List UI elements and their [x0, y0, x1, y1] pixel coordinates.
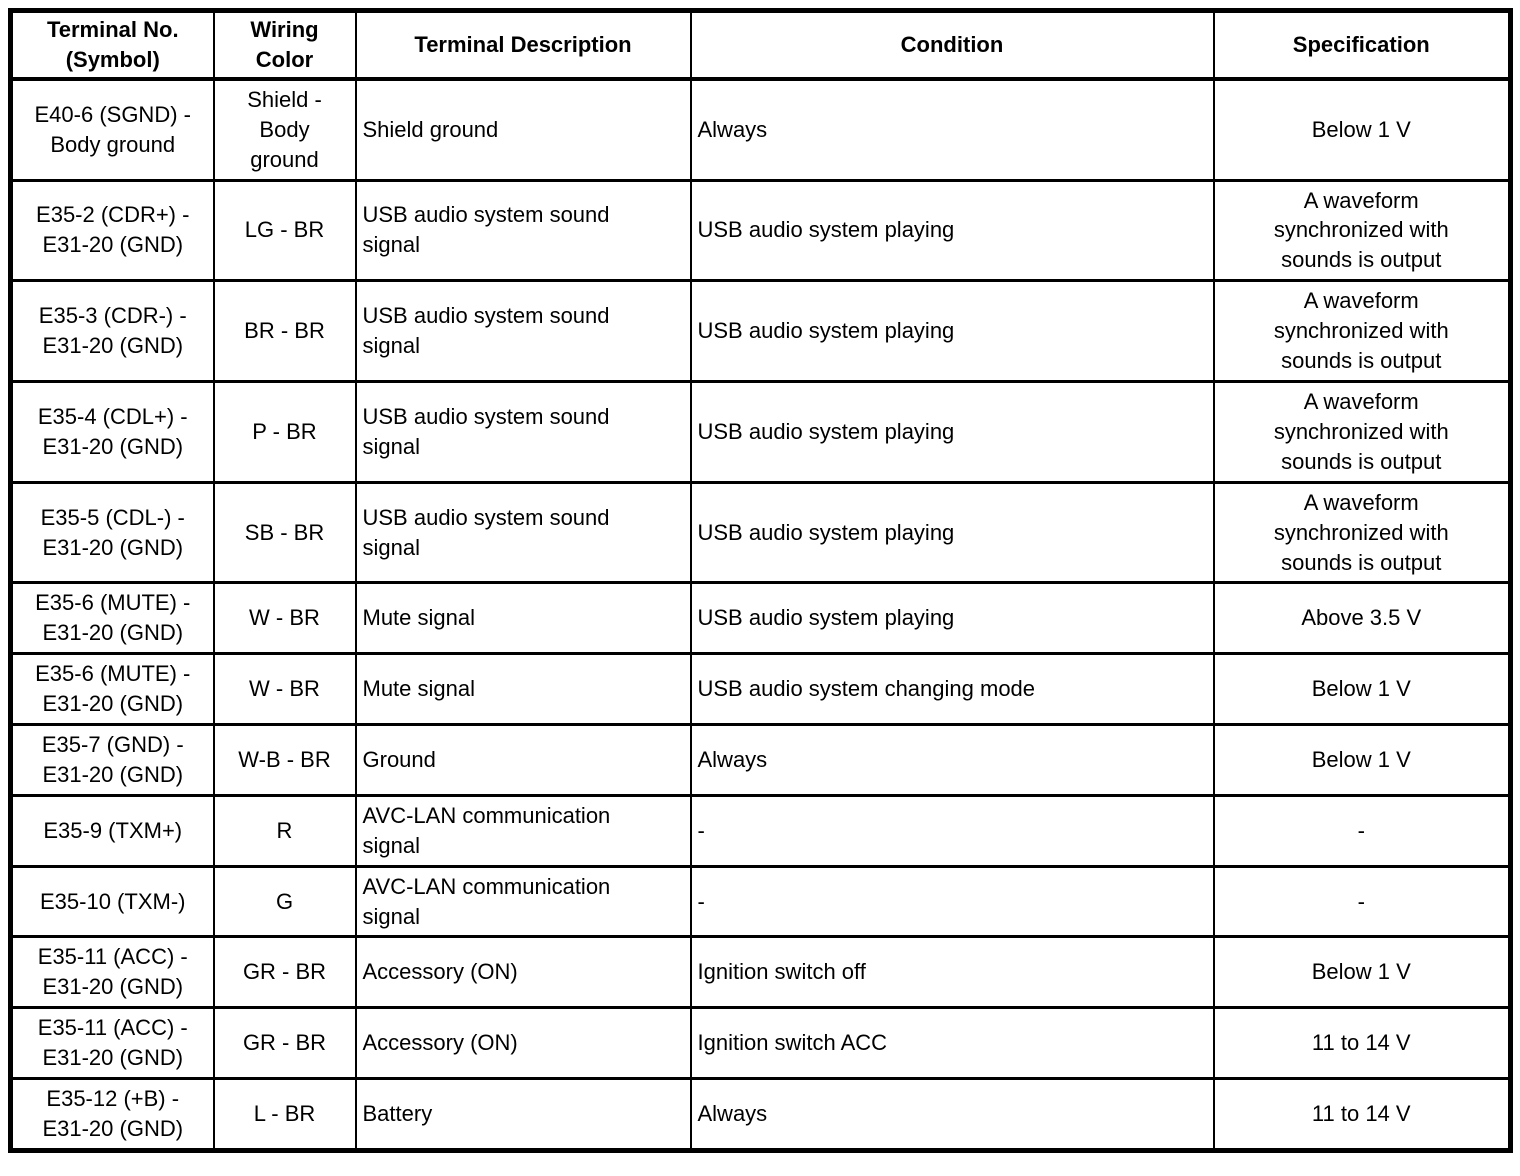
table-row: E35-11 (ACC) - E31-20 (GND) GR - BR Access…: [9, 935, 1512, 1010]
table-row: E35-4 (CDL+) - E31-20 (GND) P - BR USB aud…: [9, 379, 1512, 484]
wiring-color-cell: GR - BR: [212, 1006, 357, 1081]
specification-cell: Above 3.5 V: [1212, 581, 1512, 656]
specification-cell: Below 1 V: [1212, 935, 1512, 1010]
terminal-description-cell: AVC-LAN communication signal: [354, 793, 692, 868]
table-row: E35-11 (ACC) - E31-20 (GND) GR - BR Access…: [9, 1006, 1512, 1081]
wiring-color-cell: L - BR: [212, 1077, 357, 1152]
condition-cell: Always: [689, 1077, 1215, 1152]
condition-cell: USB audio system playing: [689, 480, 1215, 585]
terminal-no-cell: E35-2 (CDR+) - E31-20 (GND): [9, 178, 215, 283]
table-row: E35-7 (GND) - E31-20 (GND) W-B - BR Ground…: [9, 723, 1512, 797]
terminal-no-cell: E35-6 (MUTE) - E31-20 (GND): [9, 652, 215, 727]
terminal-no-cell: E35-12 (+B) - E31-20 (GND): [9, 1077, 215, 1152]
table-header: Terminal No. (Symbol) Wiring Color Termi…: [9, 8, 1512, 81]
terminal-description-cell: Mute signal: [354, 581, 692, 656]
condition-cell: USB audio system playing: [689, 581, 1215, 656]
table-row: E35-6 (MUTE) - E31-20 (GND) W - BR Mute si…: [9, 652, 1512, 727]
table-row: E35-5 (CDL-) - E31-20 (GND) SB - BR USB au…: [9, 480, 1512, 585]
terminal-description-cell: Mute signal: [354, 652, 692, 727]
terminal-description-cell: Battery: [354, 1077, 692, 1152]
condition-cell: USB audio system playing: [689, 279, 1215, 383]
specification-cell: 11 to 14 V: [1212, 1077, 1512, 1152]
specification-cell: Below 1 V: [1212, 77, 1512, 182]
table-row: E35-10 (TXM-) G AVC-LAN communication sign…: [9, 864, 1512, 939]
header-wiring-color: Wiring Color: [212, 8, 357, 81]
specification-cell: -: [1212, 864, 1512, 939]
terminal-description-cell: USB audio system sound signal: [354, 178, 692, 283]
wiring-color-cell: P - BR: [212, 379, 357, 484]
terminal-no-cell: E40-6 (SGND) - Body ground: [9, 77, 215, 182]
wiring-color-cell: R: [212, 793, 357, 868]
header-condition: Condition: [689, 8, 1215, 81]
condition-cell: Ignition switch off: [689, 935, 1215, 1010]
specification-cell: 11 to 14 V: [1212, 1006, 1512, 1081]
terminal-no-cell: E35-7 (GND) - E31-20 (GND): [9, 723, 215, 797]
table-row: E40-6 (SGND) - Body ground Shield - Body …: [9, 77, 1512, 182]
terminal-no-cell: E35-3 (CDR-) - E31-20 (GND): [9, 279, 215, 383]
terminal-spec-table: Terminal No. (Symbol) Wiring Color Termi…: [8, 8, 1513, 1153]
specification-cell: Below 1 V: [1212, 723, 1512, 797]
condition-cell: USB audio system playing: [689, 178, 1215, 283]
header-terminal-no: Terminal No. (Symbol): [9, 8, 215, 81]
wiring-color-cell: W-B - BR: [212, 723, 357, 797]
wiring-color-cell: Shield - Body ground: [212, 77, 357, 182]
terminal-no-cell: E35-10 (TXM-): [9, 864, 215, 939]
table-row: E35-3 (CDR-) - E31-20 (GND) BR - BR USB au…: [9, 279, 1512, 383]
condition-cell: -: [689, 864, 1215, 939]
terminal-no-cell: E35-6 (MUTE) - E31-20 (GND): [9, 581, 215, 656]
condition-cell: Always: [689, 77, 1215, 182]
terminal-no-cell: E35-5 (CDL-) - E31-20 (GND): [9, 480, 215, 585]
table-row: E35-2 (CDR+) - E31-20 (GND) LG - BR USB au…: [9, 178, 1512, 283]
specification-cell: -: [1212, 793, 1512, 868]
condition-cell: Ignition switch ACC: [689, 1006, 1215, 1081]
condition-cell: USB audio system changing mode: [689, 652, 1215, 727]
wiring-color-cell: W - BR: [212, 581, 357, 656]
table-row: E35-9 (TXM+) R AVC-LAN communication signa…: [9, 793, 1512, 868]
condition-cell: Always: [689, 723, 1215, 797]
terminal-no-cell: E35-11 (ACC) - E31-20 (GND): [9, 935, 215, 1010]
specification-cell: A waveform synchronized with sounds is o…: [1212, 480, 1512, 585]
specification-cell: A waveform synchronized with sounds is o…: [1212, 279, 1512, 383]
table-body: E40-6 (SGND) - Body ground Shield - Body …: [9, 77, 1512, 1152]
specification-cell: A waveform synchronized with sounds is o…: [1212, 178, 1512, 283]
specification-cell: Below 1 V: [1212, 652, 1512, 727]
terminal-no-cell: E35-9 (TXM+): [9, 793, 215, 868]
terminal-description-cell: Ground: [354, 723, 692, 797]
wiring-color-cell: BR - BR: [212, 279, 357, 383]
wiring-color-cell: SB - BR: [212, 480, 357, 585]
terminal-description-cell: Shield ground: [354, 77, 692, 182]
wiring-color-cell: GR - BR: [212, 935, 357, 1010]
terminal-description-cell: Accessory (ON): [354, 1006, 692, 1081]
wiring-color-cell: LG - BR: [212, 178, 357, 283]
header-specification: Specification: [1212, 8, 1512, 81]
condition-cell: USB audio system playing: [689, 379, 1215, 484]
terminal-description-cell: USB audio system sound signal: [354, 379, 692, 484]
header-row: Terminal No. (Symbol) Wiring Color Termi…: [9, 8, 1512, 81]
table-row: E35-12 (+B) - E31-20 (GND) L - BR Battery A…: [9, 1077, 1512, 1152]
wiring-color-cell: G: [212, 864, 357, 939]
terminal-description-cell: AVC-LAN communication signal: [354, 864, 692, 939]
condition-cell: -: [689, 793, 1215, 868]
table-row: E35-6 (MUTE) - E31-20 (GND) W - BR Mute si…: [9, 581, 1512, 656]
terminal-description-cell: USB audio system sound signal: [354, 279, 692, 383]
header-terminal-description: Terminal Description: [354, 8, 692, 81]
wiring-color-cell: W - BR: [212, 652, 357, 727]
terminal-description-cell: Accessory (ON): [354, 935, 692, 1010]
terminal-no-cell: E35-11 (ACC) - E31-20 (GND): [9, 1006, 215, 1081]
terminal-no-cell: E35-4 (CDL+) - E31-20 (GND): [9, 379, 215, 484]
terminal-description-cell: USB audio system sound signal: [354, 480, 692, 585]
specification-cell: A waveform synchronized with sounds is o…: [1212, 379, 1512, 484]
